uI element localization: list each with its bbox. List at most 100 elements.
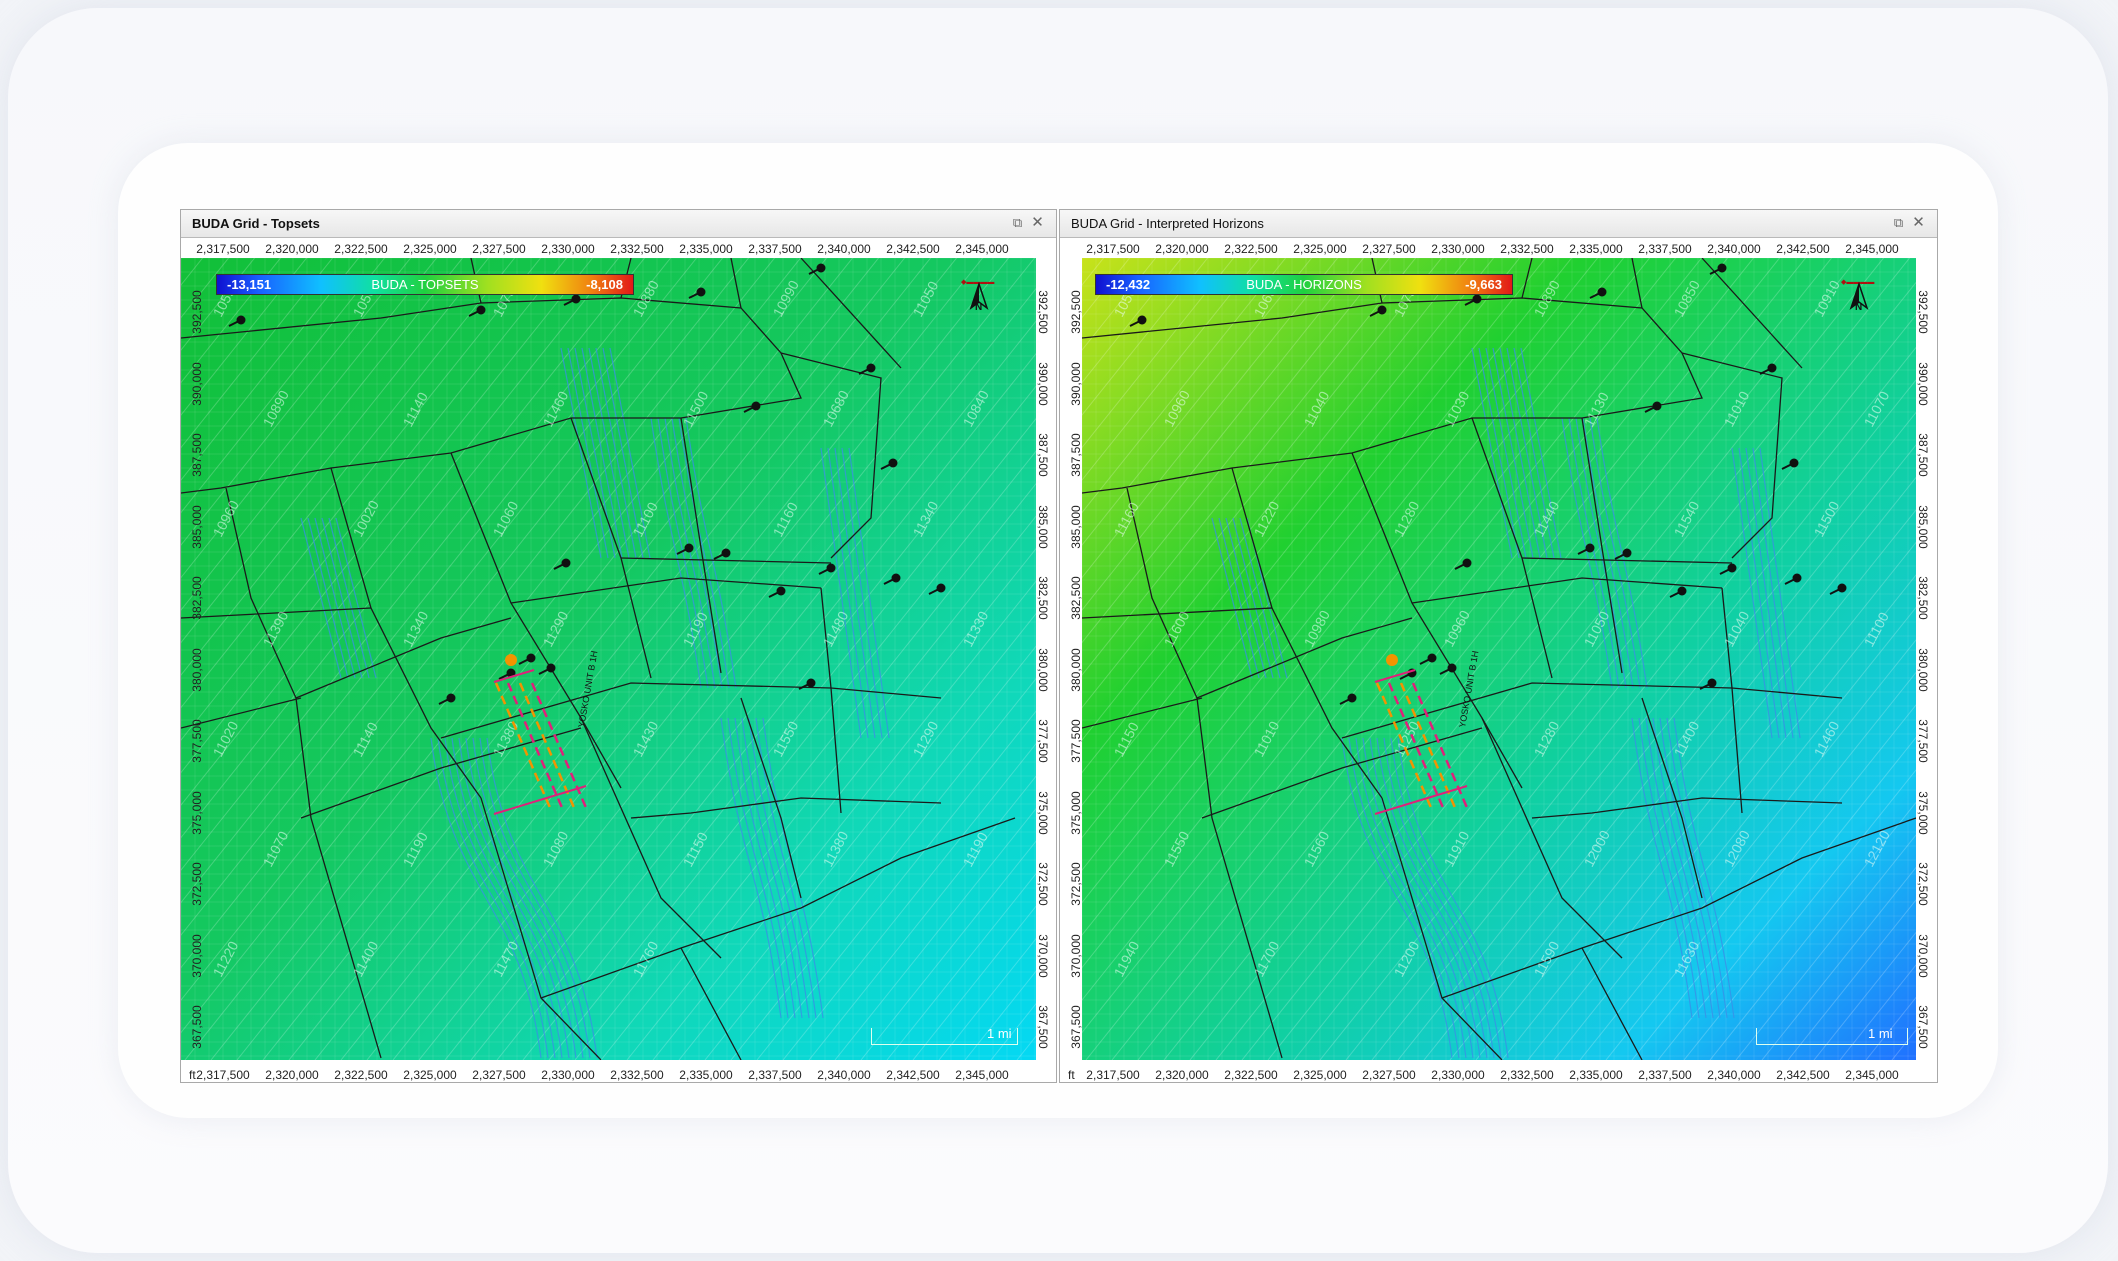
y-tick-label: 370,000	[1036, 933, 1050, 978]
map-window-topsets[interactable]: BUDA Grid - Topsets ⧉ ✕ ft 10590 1050 1079…	[180, 209, 1057, 1083]
lease-line	[1701, 258, 1803, 369]
well-lateral	[880, 462, 894, 470]
well-lateral	[228, 319, 242, 327]
unit-label: ft	[189, 1068, 196, 1082]
contour-bundles	[1211, 347, 1801, 1059]
well-lateral	[553, 562, 567, 570]
lease-line	[450, 452, 622, 789]
y-tick-label: 367,500	[1916, 1005, 1930, 1049]
well-lateral	[498, 672, 512, 680]
lease-line	[780, 352, 882, 559]
svg-text:N: N	[975, 302, 982, 313]
lease-line	[295, 617, 512, 699]
x-tick-label: 2,320,000	[1155, 1068, 1209, 1082]
x-tick-label: 2,330,000	[1431, 1068, 1485, 1082]
north-arrow-icon: ◆▬▬▬▬ N	[1835, 274, 1883, 314]
well-lateral	[1129, 319, 1143, 327]
wellbore-toe-line	[1374, 785, 1468, 815]
well-lateral	[1759, 367, 1773, 375]
x-tick-label: 2,332,500	[610, 1068, 664, 1082]
lease-line	[1211, 817, 1283, 1059]
y-tick-label: 377,500	[1069, 719, 1083, 763]
x-tick-label: 2,340,000	[1707, 1068, 1761, 1082]
well-lateral	[1439, 667, 1453, 675]
scale-bar	[1756, 1028, 1908, 1045]
contour-bundles	[300, 347, 890, 1059]
x-tick-label: 2,322,500	[1224, 1068, 1278, 1082]
x-tick-label: 2,320,000	[265, 242, 319, 256]
y-tick-label: 382,500	[1069, 576, 1083, 620]
restore-icon[interactable]: ⧉	[1012, 215, 1023, 230]
x-tick-label: 2,340,000	[1707, 242, 1761, 256]
map-window-horizons[interactable]: BUDA Grid - Interpreted Horizons ⧉ ✕ ft …	[1059, 209, 1938, 1083]
pad-marker	[505, 654, 517, 666]
well-lateral	[468, 309, 482, 317]
x-tick-label: 2,317,500	[1086, 242, 1140, 256]
well-lateral	[1829, 587, 1843, 595]
well-lateral	[883, 577, 897, 585]
lease-line	[1231, 467, 1383, 799]
well-lateral	[768, 590, 782, 598]
map-canvas[interactable]: 10590 1050 10790 10880 10990 11050 10890 11140 1…	[181, 258, 1036, 1060]
wellbore-heel-line	[1374, 669, 1416, 683]
scale-bar	[871, 1028, 1018, 1045]
x-tick-label: 2,327,500	[472, 242, 526, 256]
lease-line	[1196, 617, 1413, 699]
x-tick-label: 2,330,000	[541, 242, 595, 256]
x-tick-label: 2,345,000	[1845, 1068, 1899, 1082]
titlebar[interactable]: BUDA Grid - Interpreted Horizons ⧉ ✕	[1060, 210, 1937, 238]
wellbore-heel-line	[493, 669, 535, 683]
y-tick-label: 382,500	[1036, 576, 1050, 620]
x-tick-label: 2,327,500	[472, 1068, 526, 1082]
y-tick-label: 390,000	[190, 361, 204, 406]
x-tick-label: 2,325,000	[1293, 242, 1347, 256]
y-tick-label: 370,000	[1916, 933, 1930, 978]
wellbore-toe-line	[493, 785, 587, 815]
y-tick-label: 367,500	[190, 1005, 204, 1049]
well-lateral	[798, 682, 812, 690]
x-tick-label: 2,330,000	[541, 1068, 595, 1082]
y-tick-label: 380,000	[1916, 647, 1930, 692]
y-tick-label: 380,000	[190, 647, 204, 692]
x-tick-label: 2,345,000	[1845, 242, 1899, 256]
lease-line	[820, 587, 842, 814]
x-tick-label: 2,335,000	[679, 242, 733, 256]
unit-label: ft	[1068, 1068, 1075, 1082]
well-lateral	[1464, 298, 1478, 306]
x-tick-label: 2,342,500	[1776, 242, 1830, 256]
x-tick-label: 2,320,000	[1155, 242, 1209, 256]
x-tick-label: 2,330,000	[1431, 242, 1485, 256]
y-tick-label: 385,000	[1916, 504, 1930, 549]
y-tick-label: 387,500	[1036, 433, 1050, 477]
map-canvas[interactable]: 10560 10630 10750 10890 10850 10910 10960 11040…	[1082, 258, 1916, 1060]
legend-min: -13,151	[227, 277, 272, 292]
wells	[1129, 263, 1847, 705]
restore-icon[interactable]: ⧉	[1893, 215, 1904, 230]
y-tick-label: 390,000	[1036, 361, 1050, 406]
window-title: BUDA Grid - Topsets	[192, 216, 320, 231]
well-lateral	[1644, 405, 1658, 413]
legend-label: BUDA - TOPSETS	[371, 277, 479, 292]
x-tick-label: 2,342,500	[886, 1068, 940, 1082]
scale-label: 1 mi	[1868, 1026, 1893, 1041]
lease-line	[1082, 697, 1203, 729]
well-lateral	[1369, 309, 1383, 317]
well-lateral	[563, 298, 577, 306]
close-icon[interactable]: ✕	[1031, 214, 1044, 231]
lease-line	[440, 682, 942, 739]
close-icon[interactable]: ✕	[1912, 214, 1925, 231]
x-tick-label: 2,332,500	[1500, 1068, 1554, 1082]
well-lateral	[1339, 697, 1353, 705]
lease-line	[740, 697, 802, 899]
titlebar[interactable]: BUDA Grid - Topsets ⧉ ✕	[181, 210, 1056, 238]
lease-line	[1441, 817, 1916, 999]
y-tick-label: 372,500	[1036, 862, 1050, 906]
well-lateral	[743, 405, 757, 413]
x-tick-label: 2,317,500	[1086, 1068, 1140, 1082]
well-lateral	[1719, 567, 1733, 575]
x-tick-label: 2,320,000	[265, 1068, 319, 1082]
y-tick-label: 372,500	[1916, 862, 1930, 906]
horizontal-wellbore	[1399, 682, 1458, 811]
y-tick-label: 375,000	[1916, 790, 1930, 835]
